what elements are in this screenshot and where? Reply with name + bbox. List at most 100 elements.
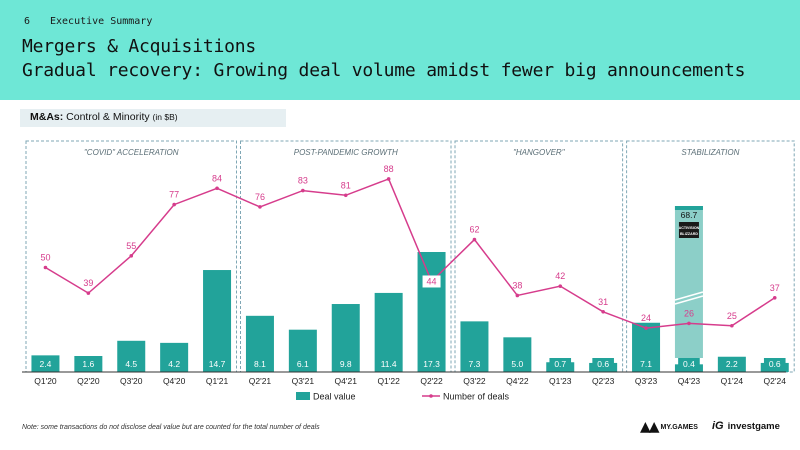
x-tick-label: Q3'20 <box>120 376 143 386</box>
bar-value-label: 6.1 <box>297 359 309 369</box>
deal-count-point <box>43 265 48 270</box>
deal-count-label: 44 <box>427 276 437 286</box>
deal-count-label: 81 <box>341 180 351 190</box>
legend-number-of-deals-marker <box>429 394 433 398</box>
deal-count-label: 38 <box>512 280 522 290</box>
bar-label-bg <box>592 358 614 370</box>
deal-count-point <box>86 291 91 295</box>
legend-deal-value-label: Deal value <box>313 392 356 402</box>
chart-label-unit: (in $B) <box>152 112 178 122</box>
period-label: "COVID" ACCELERATION <box>84 148 179 157</box>
period-label: STABILIZATION <box>681 148 739 157</box>
deal-value-bar <box>417 252 446 372</box>
deal-value-bar <box>632 322 661 372</box>
bar-value-label: 4.2 <box>168 359 180 369</box>
legend-number-of-deals-label: Number of deals <box>443 392 510 402</box>
x-tick-label: Q2'22 <box>420 376 443 386</box>
bar-label-bg <box>549 358 572 370</box>
deal-count-label: 42 <box>555 271 565 281</box>
bar-value-label: 1.6 <box>82 359 94 369</box>
bar-value-label: 8.1 <box>254 359 266 369</box>
deal-count-point <box>172 202 176 207</box>
deal-count-label: 24 <box>641 313 651 323</box>
header-banner: 6 Executive Summary Mergers & Acquisitio… <box>0 0 800 100</box>
bar-label-bg <box>763 358 786 370</box>
chart-label: M&As: Control & Minority (in $B) <box>30 111 178 123</box>
deal-count-label: 39 <box>83 278 93 288</box>
deal-value-bar <box>31 355 60 372</box>
deal-value-bar <box>245 315 274 372</box>
deal-value-bar <box>717 356 746 372</box>
deal-value-bar <box>460 321 489 372</box>
bar-value-label: 14.7 <box>209 359 226 369</box>
deal-value-bar <box>117 340 146 372</box>
mygames-logo-text: MY.GAMES <box>660 423 698 431</box>
blizzard-logo-text: BLIZZARD <box>680 232 698 236</box>
page-title: Mergers & Acquisitions <box>22 36 257 57</box>
period-label: POST-PANDEMIC GROWTH <box>294 148 398 157</box>
bar-value-label: 4.5 <box>125 359 137 369</box>
bar-value-label: 9.8 <box>340 359 352 369</box>
number-of-deals-line <box>45 178 776 329</box>
x-tick-label: Q2'20 <box>77 376 100 386</box>
x-tick-label: Q1'21 <box>206 376 229 386</box>
x-tick-label: Q4'21 <box>335 376 358 386</box>
chart-label-text: Control & Minority <box>63 111 153 123</box>
bar-value-label: 7.1 <box>640 359 652 369</box>
x-tick-label: Q2'24 <box>764 376 787 386</box>
deal-count-point <box>301 188 305 193</box>
bar-value-label: 11.4 <box>381 359 397 369</box>
deal-count-label: 84 <box>212 173 222 183</box>
investgame-logo-icon: iG <box>712 420 724 432</box>
deal-value-bar <box>503 337 532 372</box>
deal-count-label: 62 <box>469 225 479 235</box>
deal-count-point <box>215 186 219 191</box>
deal-count-point <box>730 323 734 328</box>
deal-count-label: 50 <box>40 253 50 263</box>
x-tick-label: Q1'20 <box>34 376 57 386</box>
axis-break-line <box>674 291 704 301</box>
period-label: "HANGOVER" <box>513 148 566 157</box>
x-tick-label: Q2'23 <box>592 376 615 386</box>
deal-count-point <box>472 237 477 242</box>
x-tick-label: Q2'21 <box>249 376 272 386</box>
mygames-logo: ▲▲ MY.GAMES <box>640 419 698 435</box>
highlight-bar-cap <box>674 206 703 210</box>
deal-count-label: 25 <box>727 311 737 321</box>
deal-value-bar <box>374 292 403 372</box>
chart-label-bold: M&As: <box>30 111 64 123</box>
deal-count-point <box>258 205 262 209</box>
x-tick-label: Q3'21 <box>292 376 315 386</box>
x-tick-label: Q4'23 <box>678 376 701 386</box>
deal-count-label: 26 <box>684 308 694 318</box>
deal-count-point <box>687 321 691 326</box>
footnote: Note: some transactions do not disclose … <box>22 424 320 431</box>
bar-value-label: 2.2 <box>726 359 738 369</box>
deal-count-point <box>386 177 391 181</box>
deal-count-point <box>772 295 777 300</box>
deal-count-label: 77 <box>169 190 179 200</box>
deal-count-point <box>343 193 348 198</box>
page-subtitle: Gradual recovery: Growing deal volume am… <box>22 60 746 81</box>
deal-count-point <box>558 284 563 288</box>
x-tick-label: Q3'22 <box>463 376 486 386</box>
axis-break-line <box>674 295 704 305</box>
deal-count-point <box>129 254 134 258</box>
investgame-logo-text: investgame <box>727 420 780 432</box>
deal-value-bar <box>74 356 103 372</box>
x-tick-label: Q1'22 <box>377 376 400 386</box>
bar-value-label: 5.0 <box>511 359 523 369</box>
bar-label-bg <box>678 358 700 370</box>
bar-value-label: 0.7 <box>554 359 566 369</box>
deal-count-point <box>601 309 605 314</box>
x-tick-label: Q1'23 <box>549 376 572 386</box>
bar-value-label: 0.4 <box>683 359 695 369</box>
deal-count-point <box>644 326 648 330</box>
page-number: 6 <box>24 16 31 27</box>
x-tick-label: Q4'22 <box>506 376 529 386</box>
x-tick-label: Q3'23 <box>635 376 658 386</box>
section-name: Executive Summary <box>50 16 153 27</box>
deal-count-label-bg <box>422 275 441 288</box>
chart-label-box <box>20 109 286 127</box>
